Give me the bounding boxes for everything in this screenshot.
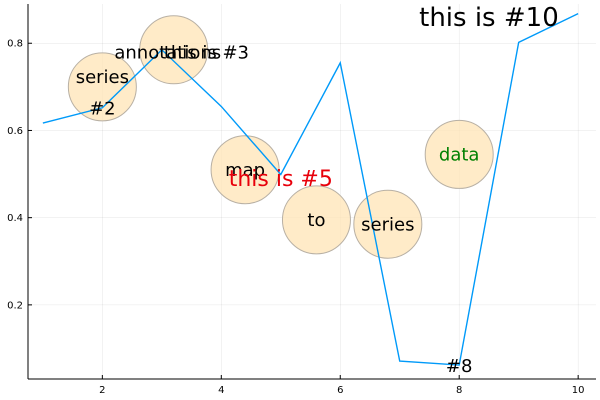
y-tick-label: 0.6 <box>7 126 23 137</box>
x-tick-label: 2 <box>99 385 105 396</box>
annotation-label: this is #5 <box>229 167 333 192</box>
bubble-marker <box>353 189 423 259</box>
bubbles <box>67 15 494 259</box>
annotation-label: map <box>225 160 265 181</box>
x-tick-label: 6 <box>337 385 343 396</box>
x-tick-label: 4 <box>218 385 224 396</box>
axes <box>27 4 596 380</box>
y-tick-label: 0.4 <box>7 213 23 224</box>
y-tick-label: 0.2 <box>7 300 23 311</box>
bubble-marker <box>281 185 351 255</box>
bubble-marker <box>67 52 137 122</box>
y-tick-label: 0.8 <box>7 39 23 50</box>
bubble-marker <box>424 119 494 189</box>
annotation-label: this is #3 <box>164 42 249 63</box>
series-layer <box>42 12 579 366</box>
annotation-label: to <box>307 210 325 231</box>
annotation-label: #2 <box>89 99 116 120</box>
annotation-label: series <box>76 67 129 88</box>
annotation-label: #8 <box>446 356 473 377</box>
bubble-marker <box>139 15 209 85</box>
x-tick-label: 8 <box>456 385 462 396</box>
annotation-label: annotations <box>114 42 221 63</box>
annotation-label: this is #10 <box>419 3 559 33</box>
x-tick-label: 10 <box>572 385 585 396</box>
annotation-label: series <box>361 215 414 236</box>
annotation-label: data <box>439 145 480 166</box>
series-line <box>42 12 579 366</box>
tick-labels: 2 4 6 8 10 0.2 0.4 0.6 0.8 <box>7 39 584 396</box>
